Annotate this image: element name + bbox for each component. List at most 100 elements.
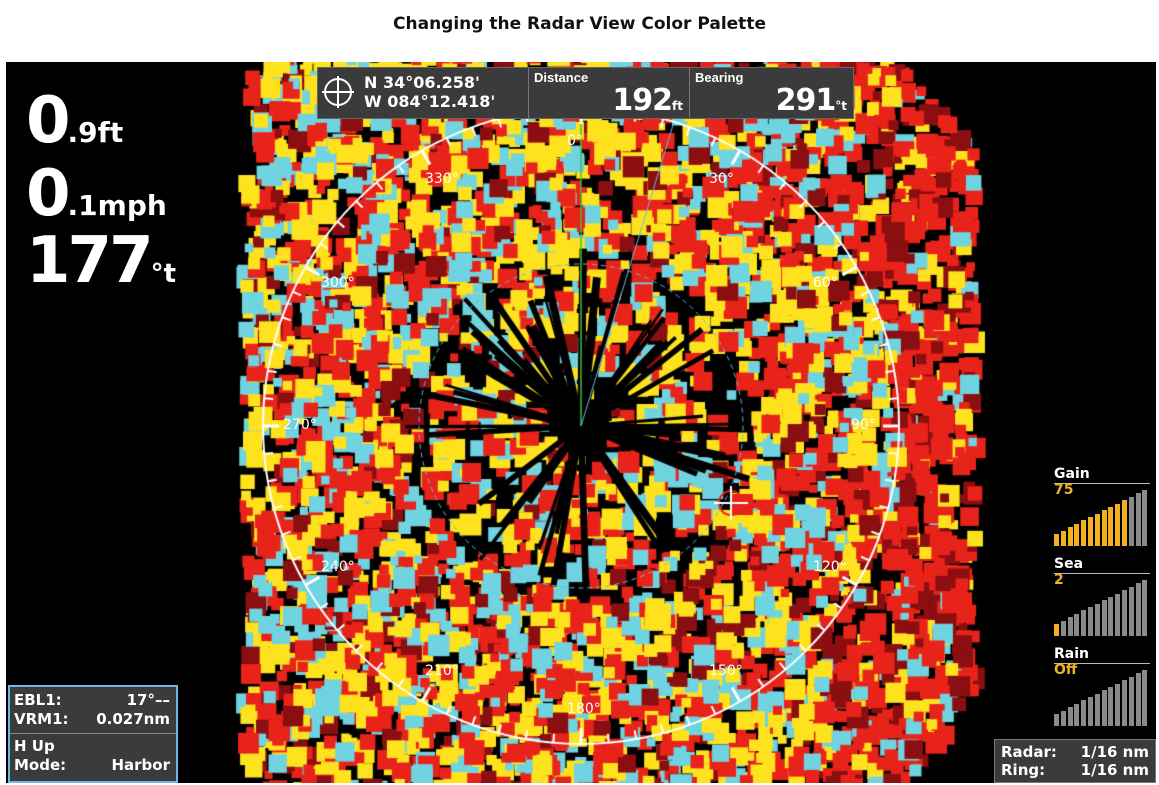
level-bar [1054, 534, 1059, 546]
level-bar [1081, 520, 1087, 546]
sea-label: Sea [1054, 556, 1084, 572]
ebl-label: EBL1: [14, 691, 62, 709]
level-bar [1088, 517, 1093, 546]
orientation-value: H Up [14, 737, 55, 755]
radar-display[interactable] [6, 62, 1156, 783]
mode-value: Harbor [111, 756, 170, 774]
level-bar [1094, 603, 1100, 636]
compass-label: 240° [321, 559, 355, 575]
level-bar [1054, 714, 1059, 726]
level-bar [1108, 506, 1114, 546]
radar-range-row: Radar: 1/16 nm [1001, 743, 1149, 761]
gain-label: Gain [1054, 466, 1090, 482]
level-bar [1142, 490, 1148, 546]
sea-level-bars[interactable] [1054, 578, 1150, 636]
position-cell: N 34°06.258' W 084°12.418' [318, 68, 529, 118]
crosshair-icon [322, 76, 354, 108]
compass-label: 150° [709, 662, 743, 679]
bearing-label: Bearing [695, 70, 744, 85]
level-bar [1115, 683, 1121, 726]
level-bar [1094, 693, 1100, 726]
heading-readout: 177°t [26, 224, 176, 298]
heading-unit: °t [150, 259, 177, 289]
level-bar [1142, 580, 1148, 636]
level-bar [1060, 530, 1066, 546]
radar-range-value: 1/16 nm [1080, 743, 1149, 761]
vrm-row: VRM1: 0.027nm [14, 710, 170, 728]
level-bar [1067, 707, 1073, 726]
bearing-unit: °t [835, 99, 847, 113]
speed-readout: 0.1mph [26, 157, 167, 231]
level-bar [1115, 593, 1121, 636]
compass-label: 330° [425, 171, 459, 188]
level-bar [1081, 700, 1087, 726]
sea-divider [1054, 573, 1150, 574]
level-bar [1081, 610, 1087, 636]
level-bar [1101, 690, 1107, 726]
distance-label: Distance [534, 70, 589, 85]
speed-value: 0 [26, 157, 70, 231]
radar-range-label: Radar: [1001, 743, 1057, 761]
level-bar [1128, 496, 1134, 546]
level-bar [1074, 523, 1080, 546]
level-bar [1060, 620, 1066, 636]
orientation-row: H Up [14, 737, 170, 755]
compass-label: 0° [567, 133, 583, 149]
compass-label: 30° [709, 171, 734, 188]
level-bar [1135, 673, 1141, 726]
gain-value: 75 [1054, 482, 1074, 498]
document-title: Changing the Radar View Color Palette [393, 14, 766, 34]
level-bar [1122, 590, 1127, 636]
level-bar [1128, 676, 1134, 726]
level-bar [1054, 624, 1059, 636]
ebl-row: EBL1: 17°–– [14, 691, 170, 709]
level-bar [1067, 527, 1073, 546]
level-bar [1088, 607, 1093, 636]
info-divider [10, 733, 176, 734]
compass-label: 270° [283, 417, 317, 433]
gain-divider [1054, 483, 1150, 484]
compass-label: 120° [812, 559, 847, 575]
level-bar [1094, 513, 1100, 546]
level-bar [1122, 680, 1127, 726]
bearing-cell: Bearing 291°t [690, 68, 853, 118]
rain-level-bars[interactable] [1054, 668, 1150, 726]
ring-range-label: Ring: [1001, 761, 1046, 779]
distance-readout: 192ft [612, 83, 683, 118]
ring-range-value: 1/16 nm [1080, 761, 1149, 779]
distance-cell: Distance 192ft [529, 68, 690, 118]
rain-value: Off [1054, 662, 1078, 678]
distance-unit: ft [672, 99, 683, 113]
radar-screen[interactable]: 0.9ft 0.1mph 177°t N 34°06.258' W 084°12… [6, 62, 1156, 783]
depth-unit: .9ft [67, 116, 124, 149]
level-bar [1115, 503, 1121, 546]
range-info-box[interactable]: Radar: 1/16 nm Ring: 1/16 nm [994, 739, 1156, 783]
level-bar [1060, 710, 1066, 726]
compass-label: 60° [812, 275, 838, 291]
vrm-value: 0.027nm [96, 710, 170, 728]
latitude: N 34°06.258' [364, 73, 480, 92]
mode-label: Mode: [14, 756, 67, 774]
cursor-info-panel: N 34°06.258' W 084°12.418' Distance 192f… [317, 67, 854, 119]
depth-readout: 0.9ft [26, 84, 123, 158]
ring-range-row: Ring: 1/16 nm [1001, 761, 1149, 779]
level-bar [1135, 493, 1141, 546]
rain-control[interactable]: Rain Off [1054, 646, 1154, 726]
sea-value: 2 [1054, 572, 1064, 588]
gain-control[interactable]: Gain 75 [1054, 466, 1154, 546]
compass-label: 90° [851, 417, 876, 433]
gain-level-bars[interactable] [1054, 488, 1150, 546]
heading-value: 177 [26, 224, 154, 298]
level-bar [1101, 510, 1107, 546]
level-bar [1088, 697, 1093, 726]
mode-row: Mode: Harbor [14, 756, 170, 774]
level-bar [1074, 703, 1080, 726]
ebl-value: 17°–– [126, 691, 170, 709]
bearing-value: 291 [775, 83, 837, 118]
ebl-vrm-info-box[interactable]: EBL1: 17°–– VRM1: 0.027nm H Up Mode: Har… [8, 685, 178, 783]
level-bar [1135, 583, 1141, 636]
sea-control[interactable]: Sea 2 [1054, 556, 1154, 636]
level-bar [1108, 596, 1114, 636]
level-bar [1142, 670, 1148, 726]
compass-label: 180° [567, 701, 601, 717]
